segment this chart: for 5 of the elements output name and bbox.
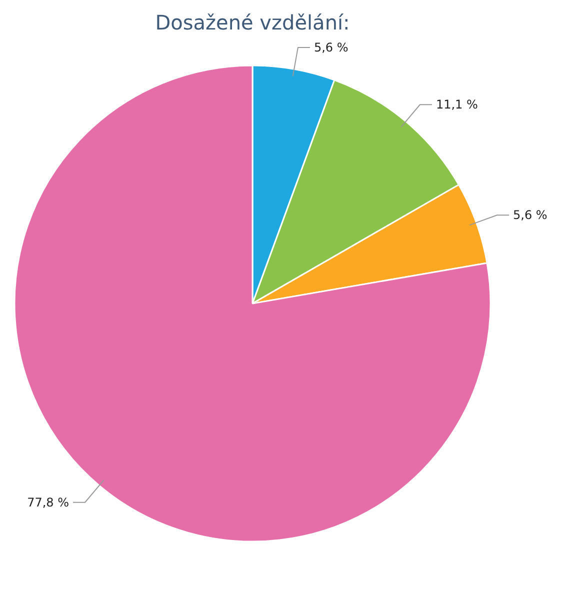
data-label: 5,6 % [513, 208, 548, 222]
chart-title: Dosažené vzdělání: [155, 10, 350, 34]
data-label: 11,1 % [436, 98, 478, 112]
data-label: 77,8 % [27, 495, 70, 510]
data-label: 5,6 % [314, 40, 348, 55]
